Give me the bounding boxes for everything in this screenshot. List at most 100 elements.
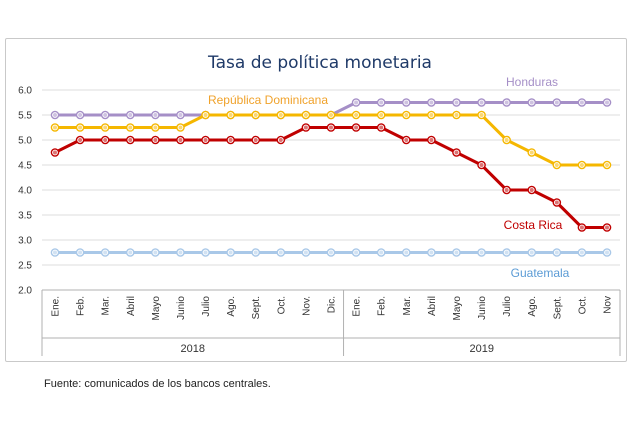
data-point-fill <box>178 250 183 255</box>
data-point-fill <box>429 138 434 142</box>
x-axis: Ene. Feb. Mar. Abril Mayo Junio Julio Ago. Sept.… <box>41 290 621 356</box>
data-point-fill <box>178 125 183 130</box>
data-point-fill <box>228 138 233 142</box>
data-point-fill <box>504 100 509 105</box>
x-tick-label: Junio <box>176 296 187 320</box>
data-point-fill <box>404 113 409 117</box>
series-label: Guatemala <box>511 266 570 280</box>
year-label: 2018 <box>181 343 205 355</box>
data-point-fill <box>354 113 359 117</box>
data-point-fill <box>579 250 584 255</box>
x-tick-label: Julio <box>502 296 513 317</box>
data-point-fill <box>203 138 208 142</box>
data-point-fill <box>228 250 233 255</box>
data-point-fill <box>103 138 108 142</box>
data-point-fill <box>579 163 584 167</box>
x-tick-label: Ago. <box>527 296 538 317</box>
data-point-fill <box>504 250 509 255</box>
y-tick-label: 4.5 <box>18 161 32 172</box>
data-point-fill <box>203 113 208 117</box>
chart-frame <box>5 38 627 362</box>
x-tick-label: Feb. <box>76 296 87 316</box>
data-point-fill <box>579 100 584 105</box>
x-tick-label: Mar. <box>402 296 413 315</box>
series-line <box>54 126 607 229</box>
y-tick-label: 2.0 <box>18 286 32 297</box>
x-tick-label: Ago. <box>226 296 237 317</box>
y-tick-label: 3.0 <box>18 236 32 247</box>
data-point-fill <box>354 125 359 130</box>
data-point-fill <box>354 100 359 105</box>
data-point-fill <box>529 250 534 255</box>
x-tick-label: Ene. <box>51 296 62 317</box>
data-point-fill <box>605 225 609 230</box>
data-point-fill <box>529 100 534 105</box>
x-tick-label: Sept. <box>552 296 563 319</box>
data-point-fill <box>78 250 83 255</box>
data-point-fill <box>554 163 559 167</box>
data-point-fill <box>554 250 559 255</box>
data-point-fill <box>529 188 534 192</box>
data-point-fill <box>178 113 183 117</box>
data-point-fill <box>253 138 258 142</box>
data-point-fill <box>128 113 133 117</box>
data-point-fill <box>78 113 83 117</box>
data-point-fill <box>329 250 333 255</box>
x-tick-label: Mar. <box>101 296 112 315</box>
y-tick-label: 3.5 <box>18 211 32 222</box>
data-point-fill <box>379 125 384 130</box>
data-point-fill <box>579 225 584 230</box>
data-point-fill <box>454 100 459 105</box>
x-tick-label: Sept. <box>251 296 262 319</box>
data-point-fill <box>178 138 183 142</box>
data-point-fill <box>479 250 484 255</box>
x-tick-label: Feb. <box>377 296 388 316</box>
data-point-fill <box>379 250 384 255</box>
data-point-fill <box>429 250 434 255</box>
data-point-fill <box>479 163 484 167</box>
data-point-fill <box>228 113 233 117</box>
data-point-fill <box>303 113 308 117</box>
data-point-fill <box>454 113 459 117</box>
data-point-fill <box>354 250 359 255</box>
data-point-fill <box>379 113 384 117</box>
year-label: 2019 <box>470 343 494 355</box>
data-point-fill <box>153 138 158 142</box>
data-point-fill <box>153 113 158 117</box>
data-point-fill <box>329 113 333 117</box>
x-tick-label: Oct. <box>577 296 588 314</box>
data-point-fill <box>53 250 57 255</box>
x-tick-label: Ene. <box>352 296 363 317</box>
data-point-fill <box>103 250 108 255</box>
data-point-fill <box>454 150 459 155</box>
data-point-fill <box>379 100 384 105</box>
data-point-fill <box>303 125 308 130</box>
series-labels: Honduras República Dominicana Costa Rica Gu… <box>208 75 570 280</box>
data-point-fill <box>78 138 83 142</box>
data-point-fill <box>53 150 57 155</box>
data-point-fill <box>404 100 409 105</box>
data-point-fill <box>278 250 283 255</box>
data-point-fill <box>153 125 158 130</box>
data-point-fill <box>278 113 283 117</box>
data-point-fill <box>128 250 133 255</box>
y-tick-label: 4.0 <box>18 186 32 197</box>
data-point-fill <box>203 250 208 255</box>
data-point-fill <box>78 125 83 130</box>
series-label: República Dominicana <box>208 93 328 107</box>
x-tick-label: Nov <box>603 296 614 314</box>
x-tick-label: Mayo <box>151 296 162 321</box>
data-point-fill <box>479 113 484 117</box>
x-tick-label: Oct. <box>276 296 287 314</box>
x-tick-label: Abril <box>126 296 137 316</box>
data-point-fill <box>128 125 133 130</box>
data-point-fill <box>404 250 409 255</box>
x-tick-label: Junio <box>477 296 488 320</box>
data-point-fill <box>153 250 158 255</box>
data-point-fill <box>303 250 308 255</box>
data-point-fill <box>454 250 459 255</box>
data-point-fill <box>404 138 409 142</box>
data-point-fill <box>103 113 108 117</box>
data-point-fill <box>253 250 258 255</box>
x-tick-label: Julio <box>201 296 212 317</box>
